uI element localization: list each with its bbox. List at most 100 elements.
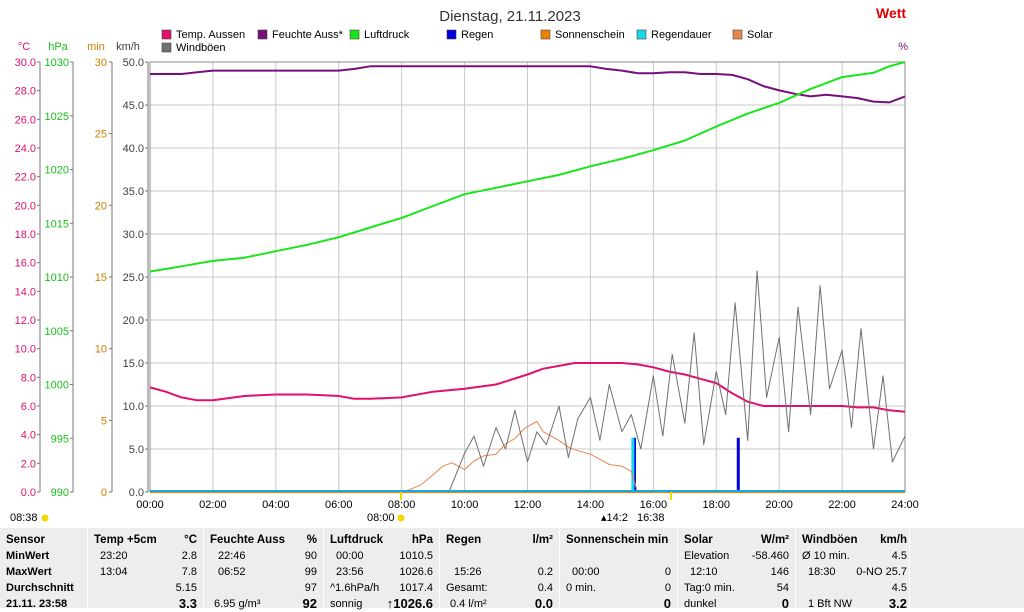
- humidity-avg-value: 97: [304, 582, 317, 594]
- pressure-max-value: 1026.6: [399, 566, 433, 578]
- y-tick-label: 25.0: [123, 272, 144, 284]
- pressure-header: Luftdruck: [330, 534, 384, 546]
- humidity-header: Feuchte Auss: [210, 534, 285, 546]
- sunrise-icon: [397, 514, 405, 522]
- y-axis-unit: min: [87, 41, 105, 53]
- series-line: [149, 362, 906, 413]
- pressure-forecast: sonnig: [330, 598, 363, 610]
- axes: °C 0.0 2.0 4.0 6.0 8.0 10.0 12.0 14.0 16.0 18.0 20.…: [15, 41, 149, 499]
- temp-unit: °C: [184, 534, 197, 546]
- sensor-minwert: MinWert: [6, 550, 50, 562]
- pressure-avg-value: 1017.4: [399, 582, 433, 594]
- sensor-current: 21.11. 23:58: [6, 598, 68, 610]
- temp-avg-value: 5.15: [175, 582, 197, 594]
- brand-text: Wett: [876, 5, 907, 21]
- legend-swatch: [161, 42, 172, 53]
- x-tick-label: 10:00: [451, 499, 479, 511]
- y-tick-label: 50.0: [123, 57, 144, 69]
- rain-max-value: 0.2: [537, 566, 553, 578]
- y-tick-label: 1005: [45, 326, 69, 338]
- y-tick-label: 26.0: [15, 114, 36, 126]
- series-line: [150, 65, 906, 104]
- wind-avg-value: 4.5: [891, 582, 907, 594]
- wind-avg10-label: Ø 10 min.: [802, 550, 850, 562]
- humidity-min-value: 90: [304, 550, 317, 562]
- y-tick-label: 35.0: [123, 186, 144, 198]
- y-tick-label: 25: [95, 129, 107, 141]
- rain-current-note: 0.4 l/m²: [450, 598, 487, 610]
- temp-header: Temp +5cm: [94, 534, 157, 546]
- rain-current-value: 0.0: [534, 596, 553, 611]
- sun-icon: [41, 514, 49, 522]
- y-tick-label: 20.0: [15, 200, 36, 212]
- x-tick-label: 04:00: [262, 499, 290, 511]
- y-tick-label: 995: [51, 433, 69, 445]
- y-tick-label: 22.0: [15, 172, 36, 184]
- y-tick-label: 28.0: [15, 86, 36, 98]
- summary-col-temp: Temp +5cm °C 23:20 2.8 13:04 7.8 5.15 3.3: [88, 528, 204, 611]
- legend-swatch: [161, 29, 172, 40]
- legend-label: Solar: [747, 29, 773, 41]
- y-tick-label: 2.0: [21, 458, 36, 470]
- solar-day-label: Tag:0 min.: [684, 582, 735, 594]
- x-tick-label: 02:00: [199, 499, 227, 511]
- summary-col-wind: Windböen km/h Ø 10 min. 4.5 18:30 0-NO 25.7…: [796, 528, 910, 611]
- pressure-current-value: ↑1026.6: [386, 596, 433, 611]
- y-tick-label: 990: [51, 487, 69, 499]
- legend-label: Luftdruck: [364, 29, 410, 41]
- summary-col-humidity: Feuchte Auss% 22:46 90 06:52 99 97 6.95 g/…: [204, 528, 324, 611]
- solar-max-time: 12:10: [690, 566, 718, 578]
- rain-total-value: 0.4: [537, 582, 553, 594]
- y-tick-label: 1025: [45, 111, 69, 123]
- series-line: [149, 61, 906, 273]
- solar-unit: W/m²: [760, 534, 789, 546]
- legend-swatch: [732, 29, 743, 40]
- legend-swatch: [349, 29, 360, 40]
- y-tick-label: 1000: [45, 380, 69, 392]
- y-tick-label: 0: [101, 487, 107, 499]
- bar-regendauer: [631, 437, 635, 492]
- y-tick-label: 10.0: [15, 344, 36, 356]
- wind-max-time: 18:30: [808, 566, 836, 578]
- solar-header: Solar: [684, 534, 713, 546]
- solar-elevation-value: -58.460: [751, 550, 789, 562]
- left-time-label: 08:38: [10, 512, 38, 524]
- humidity-abs: 6.95 g/m³: [214, 598, 261, 610]
- pressure-min-time: 00:00: [336, 550, 364, 562]
- rain-total-label: Gesamt:: [446, 582, 488, 594]
- pressure-trend: ^1.6hPa/h: [330, 582, 380, 594]
- summary-col-pressure: Luftdruck hPa 00:00 1010.5 23:56 1026.6 ^1.…: [324, 528, 440, 611]
- y-tick-label: 15: [95, 272, 107, 284]
- wind-current-value: 3.2: [888, 596, 907, 611]
- legend-swatch: [540, 29, 551, 40]
- sun-total-label: 0 min.: [566, 582, 596, 594]
- sensor-maxwert: MaxWert: [6, 566, 52, 578]
- series-line: [398, 421, 639, 493]
- summary-col-solar: Solar W/m² Elevation -58.460 12:10 146 Tag:…: [678, 528, 796, 611]
- y-tick-label: 10: [95, 344, 107, 356]
- y-tick-label: 30.0: [15, 57, 36, 69]
- x-tick-label: 20:00: [765, 499, 793, 511]
- solar-avg-value: 54: [776, 582, 789, 594]
- x-tick-label: 06:00: [325, 499, 353, 511]
- y-tick-label: 8.0: [21, 372, 36, 384]
- y-tick-label: 5.0: [129, 444, 144, 456]
- rain-marker-label: ▴14:2: [601, 512, 628, 524]
- grid: 00:00 02:00 04:00 06:00 08:00 10:00 12:00 14:00…: [136, 61, 919, 511]
- rain-unit: l/m²: [532, 534, 553, 546]
- solar-state: dunkel: [684, 598, 717, 610]
- y-axis-unit: °C: [18, 41, 30, 53]
- bar-regen: [632, 437, 636, 492]
- legend-label: Feuchte Auss*: [272, 29, 344, 41]
- y-tick-label: 20.0: [123, 315, 144, 327]
- wind-unit: km/h: [880, 534, 907, 546]
- x-tick-label: 24:00: [891, 499, 919, 511]
- humidity-min-time: 22:46: [218, 550, 246, 562]
- y-tick-label: 1010: [45, 272, 69, 284]
- x-tick-label: 16:00: [640, 499, 668, 511]
- humidity-unit: %: [306, 534, 317, 546]
- temp-min-time: 23:20: [100, 550, 128, 562]
- y-tick-label: 1020: [45, 165, 69, 177]
- temp-max-time: 13:04: [100, 566, 128, 578]
- y-tick-label: 0.0: [21, 487, 36, 499]
